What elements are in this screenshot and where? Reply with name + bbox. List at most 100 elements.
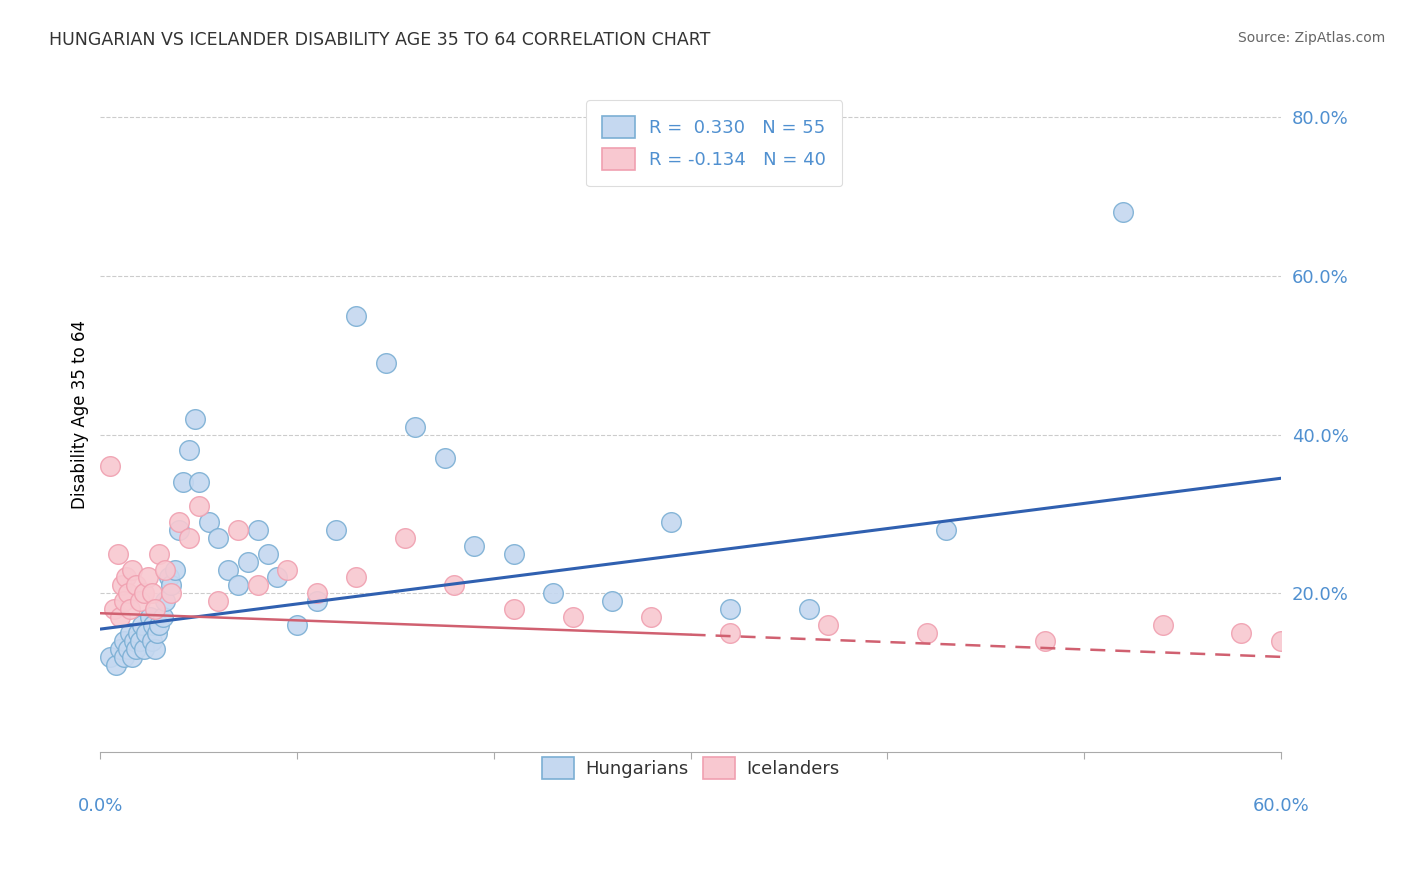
Point: [374, 356, 396, 370]
Point: [226, 578, 249, 592]
Point: [246, 578, 269, 592]
Point: [1152, 618, 1174, 632]
Point: [160, 586, 183, 600]
Point: [148, 547, 170, 561]
Point: [127, 626, 149, 640]
Point: [541, 586, 564, 600]
Point: [177, 531, 200, 545]
Point: [167, 515, 190, 529]
Point: [246, 523, 269, 537]
Point: [111, 578, 134, 592]
Point: [145, 602, 167, 616]
Point: [276, 563, 298, 577]
Point: [305, 594, 328, 608]
Text: HUNGARIAN VS ICELANDER DISABILITY AGE 35 TO 64 CORRELATION CHART: HUNGARIAN VS ICELANDER DISABILITY AGE 35…: [49, 31, 710, 49]
Point: [155, 563, 177, 577]
Point: [1033, 634, 1056, 648]
Point: [135, 626, 157, 640]
Y-axis label: Disability Age 35 to 64: Disability Age 35 to 64: [72, 320, 89, 509]
Point: [98, 459, 121, 474]
Point: [142, 618, 165, 632]
Point: [659, 515, 682, 529]
Point: [404, 419, 426, 434]
Point: [112, 649, 135, 664]
Point: [145, 641, 167, 656]
Point: [226, 523, 249, 537]
Point: [817, 618, 839, 632]
Text: 0.0%: 0.0%: [77, 797, 124, 814]
Point: [136, 570, 159, 584]
Point: [797, 602, 820, 616]
Point: [266, 570, 288, 584]
Point: [155, 594, 177, 608]
Point: [935, 523, 957, 537]
Point: [325, 523, 347, 537]
Point: [118, 602, 141, 616]
Point: [108, 641, 131, 656]
Point: [344, 309, 367, 323]
Point: [125, 641, 148, 656]
Point: [138, 610, 160, 624]
Point: [121, 649, 143, 664]
Point: [217, 563, 239, 577]
Point: [1112, 205, 1135, 219]
Point: [172, 475, 194, 490]
Point: [207, 594, 229, 608]
Point: [132, 641, 155, 656]
Point: [117, 641, 139, 656]
Point: [915, 626, 938, 640]
Point: [117, 586, 139, 600]
Point: [305, 586, 328, 600]
Point: [187, 475, 209, 490]
Point: [167, 523, 190, 537]
Point: [122, 634, 145, 648]
Point: [165, 563, 187, 577]
Text: Source: ZipAtlas.com: Source: ZipAtlas.com: [1237, 31, 1385, 45]
Point: [184, 411, 207, 425]
Point: [141, 586, 163, 600]
Point: [561, 610, 583, 624]
Point: [112, 634, 135, 648]
Point: [718, 602, 741, 616]
Point: [103, 602, 125, 616]
Point: [177, 443, 200, 458]
Point: [132, 586, 155, 600]
Point: [502, 602, 524, 616]
Point: [344, 570, 367, 584]
Point: [197, 515, 219, 529]
Point: [433, 451, 456, 466]
Point: [1230, 626, 1253, 640]
Point: [256, 547, 278, 561]
Point: [640, 610, 662, 624]
Point: [443, 578, 465, 592]
Point: [207, 531, 229, 545]
Point: [1270, 634, 1292, 648]
Point: [285, 618, 308, 632]
Point: [118, 626, 141, 640]
Point: [131, 618, 153, 632]
Point: [463, 539, 485, 553]
Point: [128, 634, 150, 648]
Point: [148, 618, 170, 632]
Point: [718, 626, 741, 640]
Point: [600, 594, 623, 608]
Legend: Hungarians, Icelanders: Hungarians, Icelanders: [527, 743, 853, 794]
Point: [157, 570, 180, 584]
Point: [236, 555, 259, 569]
Point: [115, 570, 138, 584]
Point: [502, 547, 524, 561]
Point: [112, 594, 135, 608]
Point: [105, 657, 128, 672]
Point: [394, 531, 416, 545]
Point: [125, 578, 148, 592]
Point: [128, 594, 150, 608]
Point: [107, 547, 129, 561]
Point: [141, 634, 163, 648]
Point: [108, 610, 131, 624]
Point: [152, 610, 174, 624]
Point: [121, 563, 143, 577]
Point: [98, 649, 121, 664]
Text: 60.0%: 60.0%: [1253, 797, 1309, 814]
Point: [146, 626, 169, 640]
Point: [160, 578, 183, 592]
